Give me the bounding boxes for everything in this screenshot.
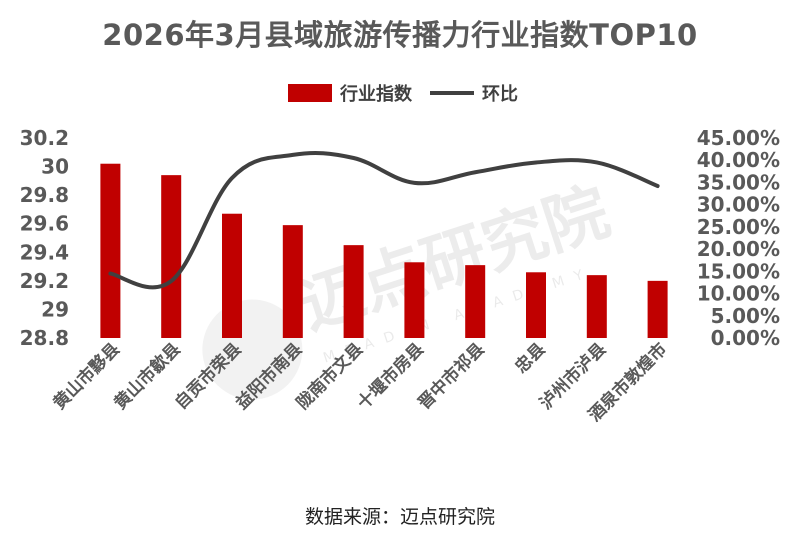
right-axis: 0.00%5.00%10.00%15.00%20.00%25.00%30.00%… [697, 126, 780, 350]
legend-line-swatch [430, 91, 474, 95]
right-axis-tick-label: 10.00% [697, 282, 780, 306]
bar [100, 163, 121, 338]
line-series [108, 150, 660, 290]
right-axis-tick-label: 30.00% [697, 193, 780, 217]
legend: 行业指数 环比 [0, 80, 800, 106]
left-axis-tick-label: 29.4 [20, 240, 69, 264]
right-axis-tick-label: 20.00% [697, 237, 780, 261]
legend-bar-swatch [288, 84, 332, 102]
source-note: 数据来源：迈点研究院 [304, 506, 495, 528]
legend-item-line: 环比 [430, 80, 518, 106]
right-axis-tick-label: 25.00% [697, 215, 780, 239]
bar [647, 280, 668, 338]
legend-bar-label: 行业指数 [340, 84, 412, 105]
right-axis-tick-label: 5.00% [711, 304, 780, 328]
right-axis-tick-label: 35.00% [697, 170, 780, 194]
bar [282, 225, 303, 338]
bar-series [100, 163, 668, 338]
left-axis-tick-label: 29 [41, 297, 69, 321]
left-axis-tick-label: 28.8 [20, 326, 69, 350]
legend-line-label: 环比 [482, 84, 518, 105]
bar [465, 265, 486, 338]
bar [404, 262, 425, 338]
chart-title: 2026年3月县域旅游传播力行业指数TOP10 [102, 18, 698, 52]
left-axis-tick-label: 29.2 [20, 269, 69, 293]
bar [161, 175, 182, 338]
bar [222, 213, 242, 338]
left-axis-tick-label: 29.6 [20, 212, 69, 236]
right-axis-tick-label: 45.00% [697, 126, 780, 150]
left-axis-tick-label: 29.8 [20, 183, 69, 207]
left-axis-tick-label: 30.2 [20, 126, 69, 150]
line-series-path [108, 150, 660, 290]
chart-plot: 迈点研究院 MEADIN ACADEMY 28.82929.229.429.62… [20, 126, 780, 426]
right-axis-tick-label: 40.00% [697, 148, 780, 172]
left-axis-tick-label: 30 [41, 155, 69, 179]
right-axis-tick-label: 15.00% [697, 259, 780, 283]
bar [343, 245, 364, 338]
left-axis: 28.8 29 29.2 29.4 29.6 29.8 30 30.2 [20, 126, 69, 350]
category-label: 忠县 [511, 339, 550, 378]
category-label: 晋中市祁县 [414, 339, 489, 414]
bar [586, 275, 607, 338]
bar [526, 272, 546, 338]
right-axis-tick-label: 0.00% [711, 326, 780, 350]
legend-item-bar: 行业指数 [288, 80, 412, 106]
